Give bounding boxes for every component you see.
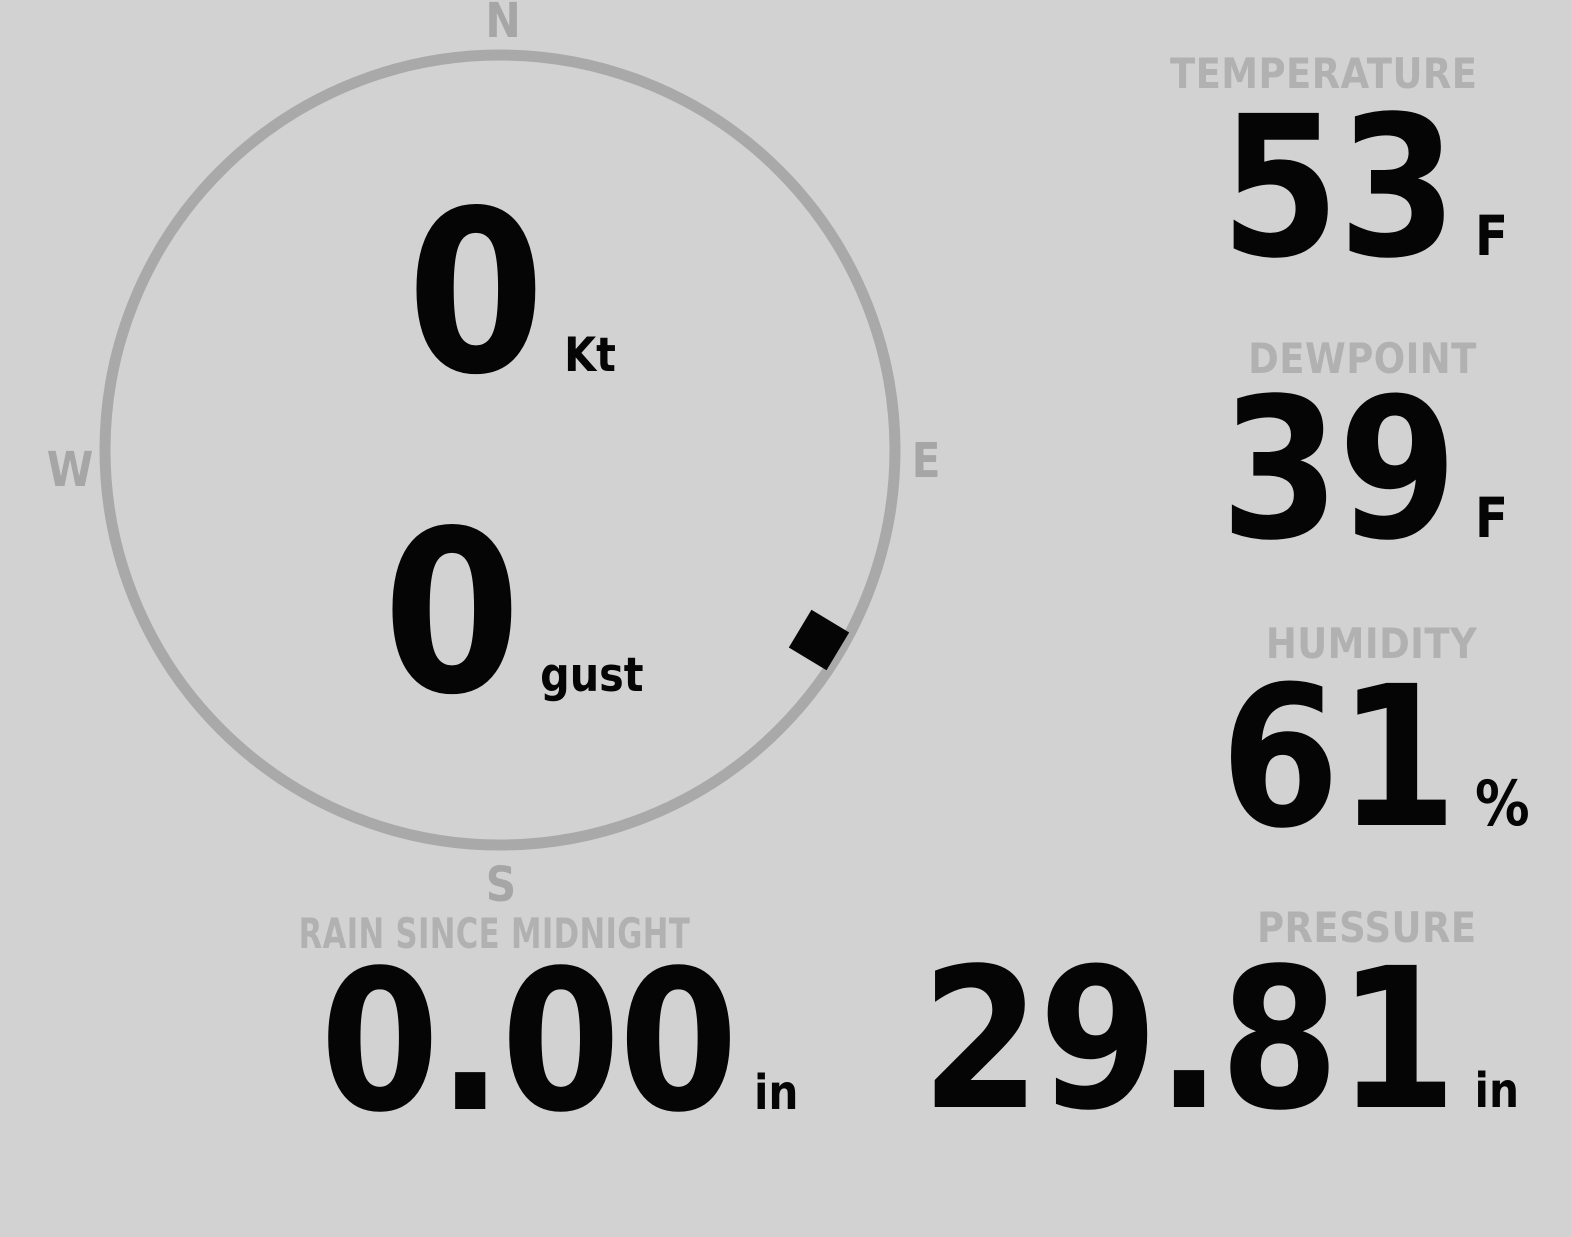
wind-gust-value: 0 (383, 483, 521, 745)
humidity-unit: % (1474, 767, 1530, 840)
dewpoint-unit: F (1474, 486, 1508, 550)
wind-gust-readout: 0 gust (383, 502, 644, 727)
rain-label: RAIN SINCE MIDNIGHT (298, 909, 691, 958)
humidity-readout: 61 % (1220, 660, 1531, 855)
wind-direction-marker-icon (788, 609, 850, 671)
compass-label-east: E (911, 433, 941, 489)
compass-label-west: W (46, 442, 94, 498)
dewpoint-readout: 39 F (1220, 372, 1531, 567)
temperature-value: 53 (1220, 74, 1457, 301)
wind-speed-readout: 0 Kt (407, 182, 616, 407)
temperature-readout: 53 F (1220, 90, 1531, 285)
wind-gust-unit: gust (540, 648, 644, 703)
wind-speed-unit: Kt (564, 328, 616, 383)
compass-label-north: N (485, 0, 521, 49)
pressure-value: 29.81 (921, 926, 1457, 1153)
rain-readout: 0.00 in (320, 944, 799, 1139)
temperature-label: TEMPERATURE (1169, 49, 1477, 98)
dewpoint-label: DEWPOINT (1248, 334, 1477, 383)
humidity-label: HUMIDITY (1265, 619, 1477, 668)
pressure-readout: 29.81 in (921, 942, 1531, 1137)
compass-label-south: S (485, 857, 517, 913)
dewpoint-value: 39 (1220, 356, 1457, 583)
temperature-unit: F (1474, 204, 1508, 268)
pressure-label: PRESSURE (1257, 903, 1477, 952)
rain-unit: in (753, 1065, 799, 1121)
rain-value: 0.00 (320, 928, 738, 1155)
wind-speed-value: 0 (407, 163, 545, 425)
pressure-unit: in (1474, 1063, 1520, 1119)
humidity-value: 61 (1220, 644, 1457, 871)
